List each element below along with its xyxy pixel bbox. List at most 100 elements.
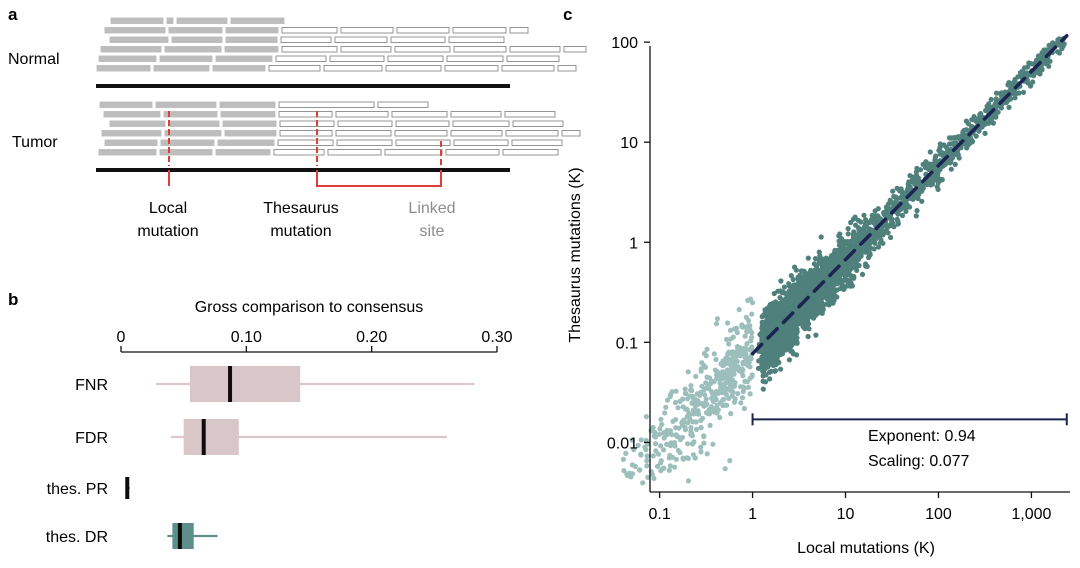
scatter-point-dark xyxy=(926,166,932,173)
scatter-point-light xyxy=(722,466,728,472)
scatter-point-light xyxy=(730,389,736,395)
scatter-point-light xyxy=(720,362,726,369)
scatter-point-dark xyxy=(840,262,847,269)
scatter-point-light xyxy=(672,464,678,470)
scatter-point-light xyxy=(727,327,734,333)
scatter-point-dark xyxy=(769,349,775,355)
scatter-point-light xyxy=(685,420,691,426)
unmapped-read xyxy=(280,36,332,43)
mapped-read xyxy=(168,120,220,127)
scatter-point-light xyxy=(728,411,734,417)
scatter-point-light xyxy=(701,434,707,440)
scatter-point-dark xyxy=(818,308,824,314)
scatter-point-dark xyxy=(927,149,933,155)
mapped-read xyxy=(99,101,153,108)
mapped-read xyxy=(171,36,223,43)
scatter-point-dark xyxy=(973,118,979,124)
scatter-point-light xyxy=(744,341,750,347)
scatter-point-light xyxy=(749,373,755,379)
scatter-point-dark xyxy=(1020,89,1027,95)
mapped-read xyxy=(103,111,161,118)
scatter-point-light xyxy=(699,383,705,389)
scatter-point-light xyxy=(685,478,692,484)
scatter-point-dark xyxy=(1041,47,1047,53)
scatter-point-light xyxy=(724,360,730,366)
scatter-point-dark xyxy=(800,292,806,298)
scatter-point-dark xyxy=(776,321,782,327)
scatter-point-light xyxy=(747,327,753,333)
scatter-point-light xyxy=(734,344,741,350)
scatter-point-dark xyxy=(899,212,906,219)
scatter-point-dark xyxy=(819,274,825,280)
scatter-point-light xyxy=(709,389,715,395)
scatter-point-light xyxy=(682,386,688,392)
scatter-point-light xyxy=(638,451,644,457)
unmapped-read xyxy=(450,111,502,118)
scatter-point-dark xyxy=(766,361,772,367)
scatter-point-light xyxy=(725,320,731,326)
scatter-point-dark xyxy=(782,290,788,296)
scatter-point-dark xyxy=(919,198,925,204)
mapped-read xyxy=(220,111,276,118)
scatter-point-dark xyxy=(794,335,800,341)
unmapped-read xyxy=(505,130,559,137)
scatter-point-dark xyxy=(1035,53,1041,59)
scatter-point-dark xyxy=(857,245,863,251)
scatter-point-light xyxy=(730,334,736,340)
mapped-read xyxy=(225,36,278,43)
panel-c-axes: 0.1 1 10 100 1,000 0.01 0.1 1 10 100 xyxy=(607,35,1070,523)
scatter-point-dark xyxy=(1025,64,1031,70)
scatter-point-dark xyxy=(826,302,832,308)
scatter-point-dark xyxy=(1031,73,1037,79)
scatter-point-light xyxy=(662,410,668,416)
mapped-read xyxy=(109,36,169,43)
scatter-point-light xyxy=(729,377,736,383)
unmapped-read xyxy=(396,27,450,34)
scatter-point-light xyxy=(698,444,704,450)
scatter-point-dark xyxy=(777,288,784,294)
scatter-point-dark xyxy=(830,277,837,283)
scatter-point-dark xyxy=(845,231,851,237)
scatter-point-light xyxy=(682,390,689,397)
scatter-point-dark xyxy=(805,255,811,261)
scatter-point-dark xyxy=(873,217,879,223)
scatter-point-dark xyxy=(771,344,777,350)
scatter-point-light xyxy=(694,426,700,432)
mapped-read xyxy=(224,46,279,53)
unmapped-read xyxy=(502,149,559,156)
scatter-point-light xyxy=(714,371,720,377)
scatter-point-light xyxy=(667,394,673,400)
scatter-point-light xyxy=(663,404,669,410)
scatter-point-dark xyxy=(817,253,823,259)
scatter-point-dark xyxy=(1012,95,1018,101)
scatter-point-dark xyxy=(780,348,786,354)
scatter-point-light xyxy=(688,432,694,438)
scatter-point-dark xyxy=(764,305,771,312)
scatter-point-dark xyxy=(982,130,988,136)
unmapped-read xyxy=(336,139,393,146)
unmapped-read xyxy=(390,36,446,43)
scatter-point-dark xyxy=(788,273,794,279)
scatter-point-dark xyxy=(988,96,994,103)
scatter-point-light xyxy=(643,414,650,420)
exponent-label: Exponent: 0.94 xyxy=(868,428,976,445)
scatter-point-dark xyxy=(816,303,823,309)
unmapped-read xyxy=(501,65,555,72)
scatter-point-dark xyxy=(773,304,779,310)
scatter-point-dark xyxy=(782,341,788,347)
scatter-point-dark xyxy=(1056,50,1062,56)
scatter-point-dark xyxy=(792,293,798,299)
scatter-point-light xyxy=(667,463,674,469)
scatter-point-dark xyxy=(810,315,817,321)
scatter-point-light xyxy=(670,418,676,424)
scatter-point-dark xyxy=(793,303,799,309)
scatter-point-dark xyxy=(773,299,779,305)
scatter-point-light xyxy=(629,437,635,443)
unmapped-read xyxy=(509,27,529,34)
scatter-point-dark xyxy=(788,344,794,350)
scatter-point-dark xyxy=(793,299,799,305)
thesaurus-link-bracket xyxy=(316,170,442,187)
scatter-point-light xyxy=(675,447,682,454)
scatter-point-light xyxy=(701,440,707,446)
scatter-points xyxy=(620,35,1067,486)
